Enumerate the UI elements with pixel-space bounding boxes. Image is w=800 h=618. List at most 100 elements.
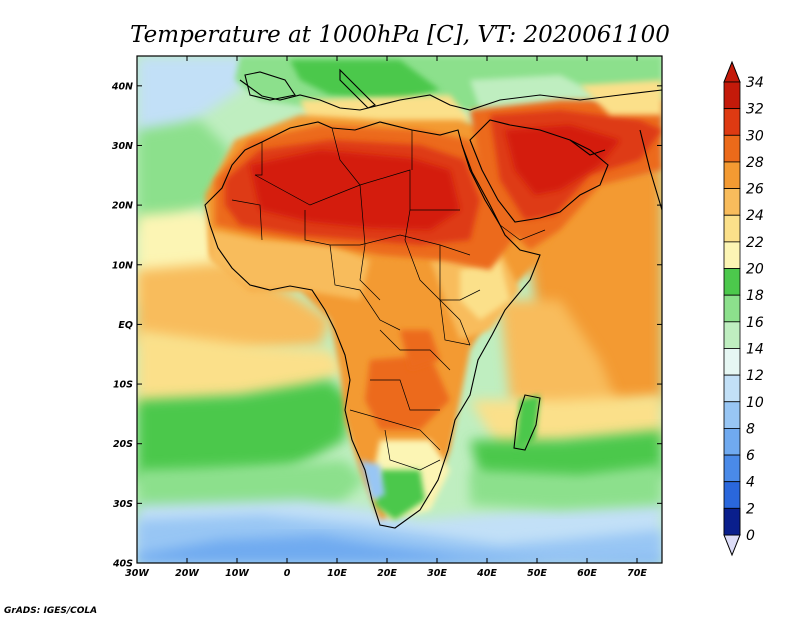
- lon-tick-label: 0: [284, 568, 291, 579]
- colorbar-label: 12: [746, 368, 764, 384]
- border-13: [331, 127, 361, 186]
- colorbar-bin: [723, 348, 741, 376]
- field-africa-20-south: [375, 470, 425, 520]
- colorbar-label: 30: [746, 128, 764, 144]
- border-8: [370, 379, 440, 411]
- lon-tick-label: 30E: [427, 568, 447, 579]
- figure-title: Temperature at 1000hPa [C], VT: 20200611…: [130, 22, 670, 48]
- colorbar-bin: [723, 401, 741, 429]
- field-sahara-34: [250, 150, 460, 230]
- field-iran-22: [580, 80, 662, 115]
- colorbar-label: 24: [746, 208, 764, 224]
- arabia-coastline: [469, 119, 609, 223]
- lon-tick-label: 10E: [327, 568, 347, 579]
- colorbar-bin: [723, 241, 741, 269]
- field-europe-22: [290, 60, 440, 100]
- border-7: [379, 329, 451, 371]
- border-1: [254, 169, 460, 211]
- italy-coastline: [339, 68, 376, 109]
- lon-tick-label: 60E: [577, 568, 597, 579]
- lon-tick-label: 20W: [175, 568, 199, 579]
- africa-coastline: [204, 121, 541, 529]
- colorbar-bin-zero: [723, 507, 741, 536]
- lat-tick-label: 40N: [111, 81, 133, 92]
- colorbar-label: 34: [746, 75, 764, 91]
- colorbar-bin: [723, 268, 741, 296]
- colorbar-bin: [723, 81, 741, 110]
- colorbar-label: 0: [746, 528, 755, 544]
- colorbar-bin: [723, 481, 741, 509]
- field-africa-14-sw: [360, 460, 385, 500]
- field-madagascar-20: [515, 395, 540, 450]
- field-arabia-34: [505, 125, 620, 195]
- border-12: [255, 142, 263, 176]
- border-9: [349, 409, 441, 451]
- colorbar-bin: [723, 134, 741, 163]
- colorbar-label: 6: [746, 448, 755, 464]
- colorbar-label: 2: [746, 501, 755, 517]
- colorbar-bin: [723, 214, 741, 243]
- colorbar-bin: [723, 188, 741, 216]
- country-borders: [231, 127, 546, 471]
- colorbar-under-triangle: [723, 534, 741, 557]
- lat-tick-label: 10S: [113, 380, 133, 391]
- lat-tick-label: 20N: [112, 201, 133, 212]
- colorbar-bin: [723, 454, 741, 483]
- lat-tick-label: EQ: [118, 320, 133, 331]
- lon-tick-label: 30W: [125, 568, 149, 579]
- colorbar-label: 26: [746, 182, 764, 198]
- field-africa-30-south: [365, 355, 450, 430]
- madagascar-coastline: [513, 394, 541, 451]
- field-band-16-north: [137, 56, 250, 140]
- colorbar-label: 8: [746, 421, 755, 437]
- colorbar-label: 14: [746, 341, 764, 357]
- colorbar-over-triangle: [723, 60, 741, 83]
- colorbar-bin: [723, 321, 741, 349]
- axis-ticks: 30W 20W 10W 0 10E 20E 30E 40E 50E 60E 70E 40N 30N 20N…: [111, 56, 662, 579]
- red-sea-west: [461, 144, 501, 226]
- lat-tick-label: 10N: [112, 260, 133, 271]
- lat-tick-label: 20S: [113, 439, 133, 450]
- field-band-26-atl-eq: [137, 262, 330, 355]
- colorbar-label: 20: [746, 262, 764, 278]
- border-3: [359, 184, 381, 301]
- india-coast: [639, 129, 662, 211]
- border-4: [404, 209, 481, 301]
- lon-tick-label: 40E: [476, 568, 497, 579]
- colorbar-label: 22: [746, 235, 764, 251]
- field-io-26: [500, 300, 620, 420]
- coastlines: [204, 68, 662, 529]
- field-africa-24-highlands: [460, 260, 510, 320]
- temperature-field: [137, 56, 662, 563]
- field-band-20-atl-s: [137, 380, 350, 480]
- field-band-10-south: [137, 535, 662, 563]
- border-15: [499, 224, 546, 241]
- lat-tick-label: 30N: [112, 141, 133, 152]
- lat-tick-label: 40S: [112, 559, 133, 570]
- border-5: [439, 245, 471, 346]
- border-16: [439, 299, 471, 346]
- europe-coastline: [239, 79, 662, 111]
- colorbar-label: 16: [746, 315, 764, 331]
- border-11: [231, 199, 263, 241]
- colorbar-bin: [723, 161, 741, 189]
- colorbar-bin: [723, 294, 741, 323]
- lon-tick-label: 20E: [377, 568, 397, 579]
- colorbar-label: 18: [746, 288, 764, 304]
- iberia-coastline: [244, 71, 296, 101]
- credit-text: GrADS: IGES/COLA: [4, 606, 97, 616]
- persian-gulf: [569, 139, 606, 156]
- field-io-18: [470, 465, 662, 510]
- lon-tick-label: 70E: [627, 568, 647, 579]
- colorbar-bin: [723, 374, 741, 403]
- lon-tick-label: 50E: [527, 568, 547, 579]
- colorbar-label: 4: [746, 475, 755, 491]
- lon-tick-label: 10W: [225, 568, 249, 579]
- colorbar-label: 28: [746, 155, 764, 171]
- colorbar-label: 32: [746, 102, 764, 118]
- border-10: [384, 429, 441, 471]
- colorbar-bin: [723, 428, 741, 456]
- colorbar-bin: [723, 108, 741, 136]
